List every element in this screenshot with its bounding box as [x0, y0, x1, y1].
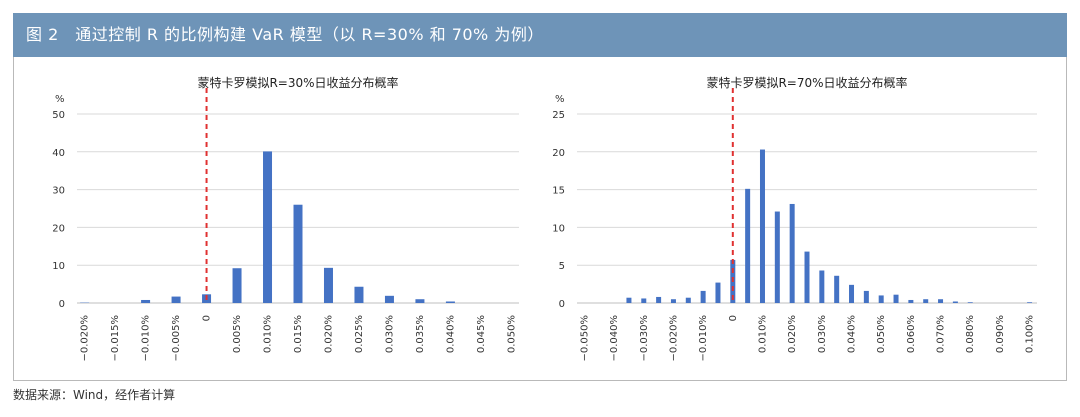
bar: [232, 268, 242, 303]
y-tick-label: 50: [52, 110, 65, 121]
y-tick-label: 0: [59, 299, 65, 310]
bar: [641, 298, 647, 303]
y-axis-unit: %: [555, 94, 565, 105]
bar: [804, 251, 810, 303]
x-tick-label: 0.060%: [906, 315, 917, 353]
x-tick-label: 0.050%: [876, 315, 887, 353]
x-tick-label: 0: [202, 315, 213, 321]
bar: [819, 270, 825, 303]
bar: [263, 151, 273, 303]
bar: [1027, 302, 1033, 303]
y-axis-unit: %: [55, 94, 65, 105]
x-tick-label: 0.005%: [232, 315, 243, 353]
bar: [415, 299, 425, 303]
y-tick-label: 25: [552, 110, 565, 121]
y-tick-label: 40: [52, 148, 65, 159]
figure-frame: 蒙特卡罗模拟R=30%日收益分布概率% 0 10 20 30 40 50 −0.020% −0.…: [13, 57, 1067, 381]
chart-title: 蒙特卡罗模拟R=70%日收益分布概率: [706, 75, 907, 90]
chart-title: 蒙特卡罗模拟R=30%日收益分布概率: [197, 75, 398, 90]
bar: [908, 299, 914, 303]
bar: [774, 211, 780, 303]
bar: [849, 284, 855, 303]
x-tick-label: 0.020%: [787, 315, 798, 353]
chart-r70-svg: 蒙特卡罗模拟R=70%日收益分布概率% 0 5 10 15 20 25 −0.050% −0.0…: [552, 75, 1037, 362]
bar: [323, 267, 333, 303]
x-tick-label: 0.050%: [506, 315, 517, 353]
x-tick-label: 0.025%: [354, 315, 365, 353]
y-tick-label: 10: [52, 261, 65, 272]
figure-title-banner: 图 2 通过控制 R 的比例构建 VaR 模型（以 R=30% 和 70% 为例…: [13, 13, 1067, 57]
bar: [967, 302, 973, 303]
bar: [952, 301, 958, 303]
x-tick-label: −0.040%: [609, 315, 620, 362]
chart-r30-svg: 蒙特卡罗模拟R=30%日收益分布概率% 0 10 20 30 40 50 −0.020% −0.…: [52, 75, 519, 362]
bar: [789, 203, 795, 303]
bar: [670, 299, 676, 303]
chart-r70: 蒙特卡罗模拟R=70%日收益分布概率% 0 5 10 15 20 25 −0.050% −0.0…: [552, 57, 1054, 381]
bar: [834, 275, 840, 303]
x-tick-label: −0.015%: [110, 315, 121, 362]
bar: [656, 296, 662, 303]
x-tick-label: 0: [728, 315, 739, 321]
x-tick-label: 0.010%: [263, 315, 274, 353]
x-tick-label: 0.045%: [476, 315, 487, 353]
x-tick-label: 0.040%: [445, 315, 456, 353]
bar: [923, 299, 929, 303]
x-tick-label: 0.030%: [817, 315, 828, 353]
bar: [626, 297, 632, 303]
x-tick-label: 0.090%: [995, 315, 1006, 353]
y-tick-label: 20: [552, 148, 565, 159]
x-tick-label: −0.020%: [80, 315, 91, 362]
chart-r30: 蒙特卡罗模拟R=30%日收益分布概率% 0 10 20 30 40 50 −0.020% −0.…: [34, 57, 534, 381]
x-tick-label: 0.040%: [847, 315, 858, 353]
y-tick-label: 5: [559, 261, 565, 272]
bar: [354, 286, 364, 303]
bar: [293, 204, 303, 303]
x-tick-label: 0.035%: [415, 315, 426, 353]
figure-title: 图 2 通过控制 R 的比例构建 VaR 模型（以 R=30% 和 70% 为例…: [26, 25, 544, 44]
y-tick-label: 10: [552, 223, 565, 234]
x-tick-label: 0.100%: [1025, 315, 1036, 353]
bar: [171, 296, 181, 303]
x-tick-label: −0.050%: [579, 315, 590, 362]
y-tick-label: 0: [559, 299, 565, 310]
y-tick-label: 30: [52, 186, 65, 197]
source-note: 数据来源：Wind，经作者计算: [13, 388, 176, 402]
x-tick-label: −0.005%: [171, 315, 182, 362]
bar: [878, 295, 884, 303]
x-tick-label: 0.010%: [757, 315, 768, 353]
bar: [700, 290, 706, 303]
x-tick-label: −0.010%: [141, 315, 152, 362]
bar: [685, 297, 691, 303]
bar: [893, 294, 899, 303]
bar: [715, 282, 721, 303]
bar: [938, 299, 944, 303]
x-tick-label: −0.030%: [639, 315, 650, 362]
bar: [141, 299, 151, 303]
x-tick-label: −0.010%: [698, 315, 709, 362]
x-tick-label: 0.080%: [965, 315, 976, 353]
bar: [384, 295, 394, 303]
bar: [445, 301, 455, 303]
y-tick-label: 20: [52, 223, 65, 234]
x-tick-label: 0.015%: [293, 315, 304, 353]
bar: [745, 188, 751, 303]
x-tick-label: 0.070%: [936, 315, 947, 353]
bar: [863, 290, 869, 303]
x-tick-label: 0.030%: [384, 315, 395, 353]
y-tick-label: 15: [552, 186, 565, 197]
bar: [759, 149, 765, 303]
x-tick-label: −0.020%: [668, 315, 679, 362]
x-tick-label: 0.020%: [323, 315, 334, 353]
